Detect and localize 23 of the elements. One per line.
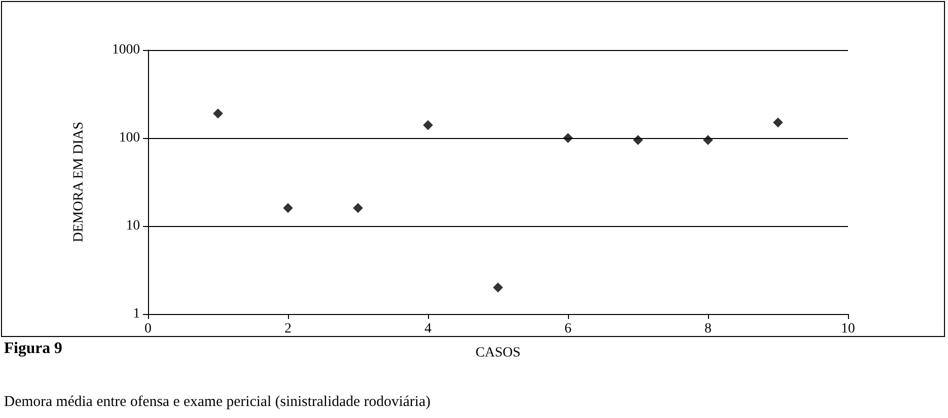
point: [283, 203, 293, 214]
x-tick-label: 10: [841, 322, 855, 336]
x-tick-label: 6: [564, 322, 572, 336]
y-tick-label: 100: [119, 130, 140, 146]
point: [773, 118, 783, 128]
x-tick-label: 8: [704, 322, 712, 336]
y-tick-label: 10: [126, 218, 140, 234]
x-tick-label: 4: [424, 322, 432, 336]
x-tick-label: 0: [144, 322, 152, 336]
point: [633, 134, 643, 145]
point: [423, 120, 433, 130]
y-axis-title: DEMORA EM DIAS: [72, 122, 86, 242]
point: [563, 133, 573, 143]
text: Demora média entre ofensa e exame pericial (sinistralidade rodoviária): [4, 394, 430, 411]
point: [703, 134, 713, 145]
y-tick-label: 1: [133, 306, 140, 322]
x-axis-title: CASOS: [475, 346, 521, 360]
point: [213, 108, 223, 118]
x-tick-label: 2: [284, 322, 292, 336]
text: Figura 9: [4, 340, 62, 358]
point: [353, 203, 363, 214]
point: [493, 282, 503, 293]
y-tick-label: 1000: [112, 42, 140, 58]
